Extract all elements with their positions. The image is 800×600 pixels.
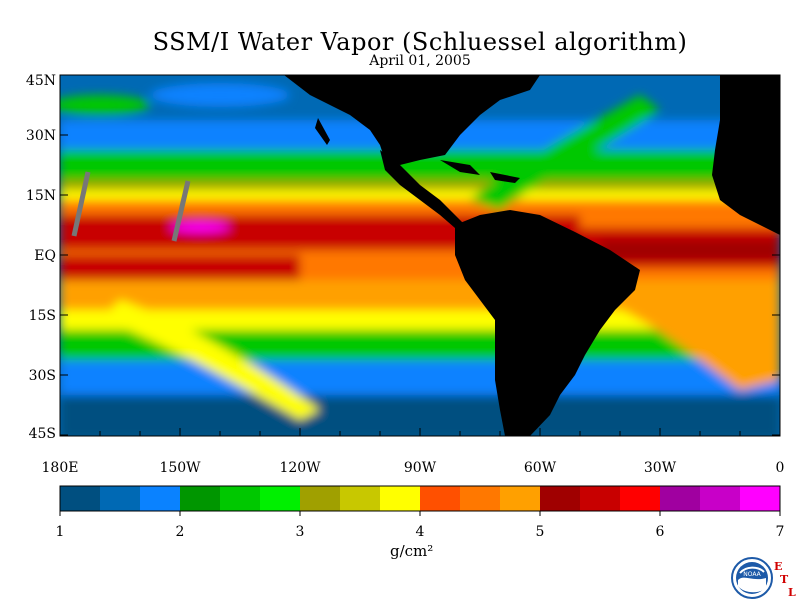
colorbar-swatch — [300, 486, 341, 511]
colorbar-swatch — [340, 486, 381, 511]
lat-label-15n: 15N — [26, 188, 56, 204]
noaa-logo: NOAA E T L — [731, 557, 796, 599]
colorbar-swatch — [740, 486, 781, 511]
noaa-logo-text: NOAA — [743, 571, 761, 578]
latitude-axis: 45N 30N 15N EQ 15S 30S 45S — [26, 73, 780, 442]
colorbar-swatch — [60, 486, 101, 511]
etl-letter-e: E — [774, 560, 782, 573]
lat-label-15s: 15S — [29, 308, 56, 324]
etl-letter-t: T — [780, 573, 789, 586]
colorbar-swatch — [420, 486, 461, 511]
agency-logos: NOAA E T L — [730, 556, 800, 600]
lat-label-45s: 45S — [29, 426, 56, 442]
map-title: SSM/I Water Vapor (Schluessel algorithm) — [152, 28, 688, 56]
colorbar-label-1: 1 — [56, 524, 65, 540]
colorbar-swatch — [620, 486, 661, 511]
colorbar-label-6: 6 — [656, 524, 665, 540]
colorbar-unit: g/cm² — [390, 542, 434, 560]
colorbar-swatch — [100, 486, 141, 511]
lon-label-30w: 30W — [644, 460, 677, 476]
lon-label-90w: 90W — [404, 460, 437, 476]
colorbar-label-3: 3 — [296, 524, 305, 540]
colorbar-swatch — [220, 486, 261, 511]
lon-label-180e: 180E — [42, 460, 79, 476]
lat-label-30n: 30N — [26, 128, 56, 144]
colorbar-swatch — [540, 486, 581, 511]
longitude-axis: 180E 150W 120W 90W 60W 30W 0 — [42, 428, 785, 476]
lon-label-120w: 120W — [279, 460, 321, 476]
data-gap-streak — [171, 180, 191, 242]
colorbar-swatch — [380, 486, 421, 511]
colorbar-label-5: 5 — [536, 524, 545, 540]
colorbar-label-7: 7 — [776, 524, 785, 540]
colorbar-swatch — [460, 486, 501, 511]
colorbar-swatch — [700, 486, 741, 511]
colorbar-label-4: 4 — [416, 524, 425, 540]
lat-label-45n: 45N — [26, 73, 56, 89]
lon-label-150w: 150W — [159, 460, 201, 476]
colorbar-label-2: 2 — [176, 524, 185, 540]
etl-letter-l: L — [788, 586, 796, 599]
data-gap-streak — [71, 171, 91, 237]
colorbar-swatch — [180, 486, 221, 511]
lat-label-30s: 30S — [29, 368, 56, 384]
colorbar-swatch — [580, 486, 621, 511]
colorbar-swatch — [500, 486, 541, 511]
colorbar-labels: 1 2 3 4 5 6 7 — [56, 524, 785, 540]
land-masses — [284, 75, 780, 436]
lon-label-0: 0 — [776, 460, 785, 476]
colorbar-swatch — [140, 486, 181, 511]
colorbar — [59, 485, 781, 516]
water-vapor-field — [60, 75, 780, 436]
colorbar-swatch — [260, 486, 301, 511]
colorbar-swatch — [660, 486, 701, 511]
lon-label-60w: 60W — [524, 460, 557, 476]
map-date: April 01, 2005 — [369, 53, 471, 69]
lat-label-eq: EQ — [34, 248, 56, 264]
